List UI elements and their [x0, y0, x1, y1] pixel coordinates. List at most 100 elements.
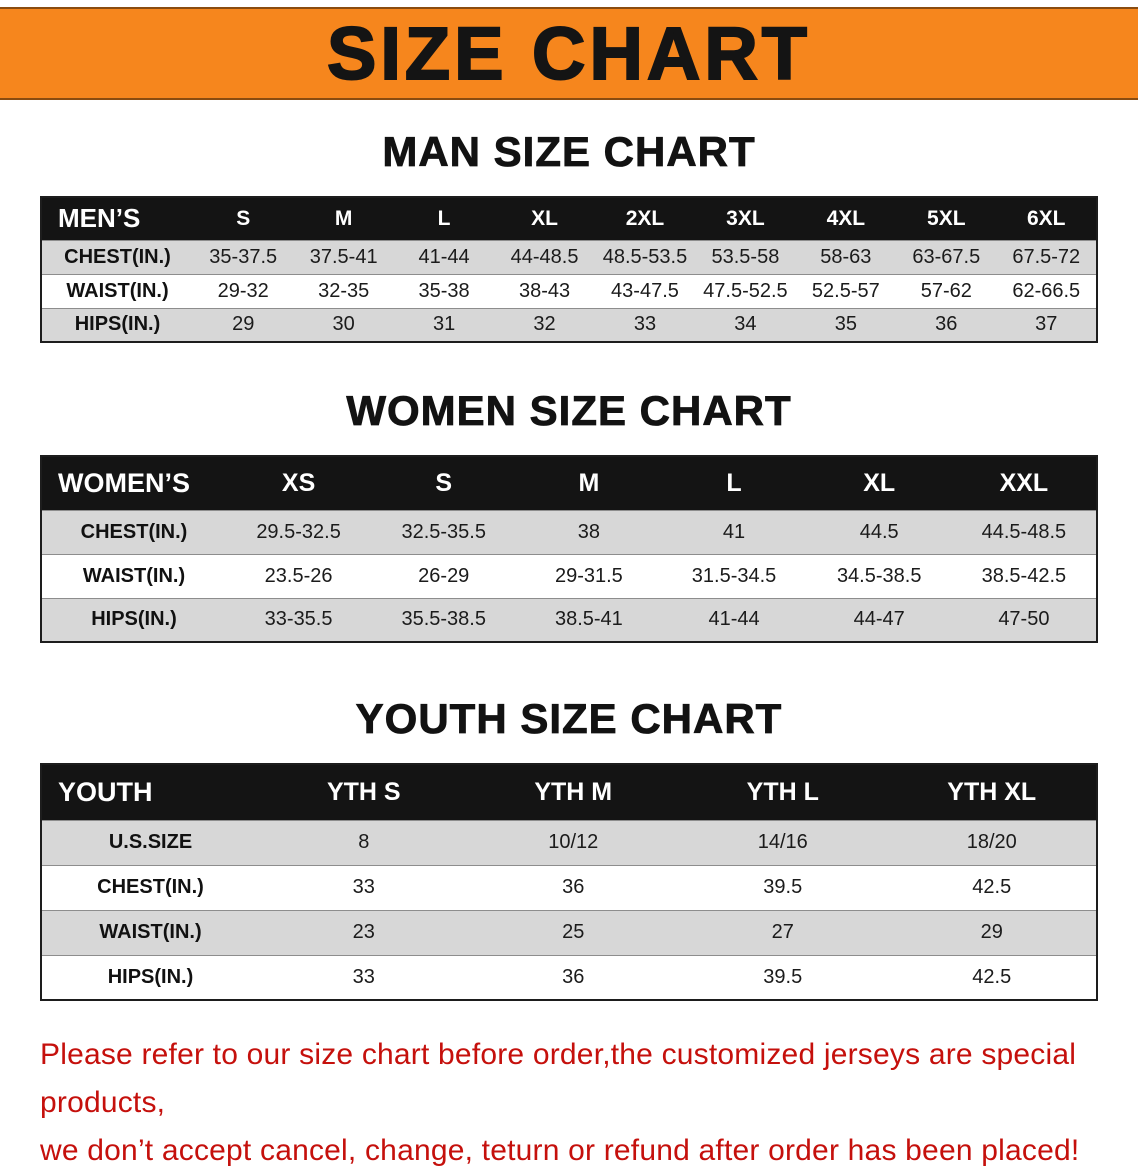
youth-size-table: YOUTH YTH S YTH M YTH L YTH XL U.S.SIZE … — [40, 763, 1098, 1001]
size-chart-page: SIZE CHART MAN SIZE CHART MEN’S S M L XL… — [0, 7, 1138, 1167]
table-row: CHEST(IN.) 29.5-32.5 32.5-35.5 38 41 44.… — [41, 510, 1097, 554]
table-row: HIPS(IN.) 33-35.5 35.5-38.5 38.5-41 41-4… — [41, 598, 1097, 642]
size-column-header: 6XL — [996, 197, 1097, 240]
size-column-header: 4XL — [795, 197, 897, 240]
size-column-header: L — [661, 456, 807, 510]
youth-section-title: YOUTH SIZE CHART — [355, 695, 783, 743]
size-column-header: XL — [806, 456, 952, 510]
size-column-header: XL — [494, 197, 595, 240]
disclaimer-line-1: Please refer to our size chart before or… — [40, 1038, 1077, 1119]
row-label: HIPS(IN.) — [107, 965, 194, 988]
row-label: WAIST(IN.) — [82, 564, 186, 587]
table-row: WAIST(IN.) 29-32 32-35 35-38 38-43 43-47… — [41, 274, 1097, 308]
row-label: CHEST(IN.) — [80, 520, 188, 543]
size-cell: 53.5-58 — [711, 245, 780, 268]
size-cell: 36 — [562, 876, 585, 898]
size-cell: 29.5-32.5 — [256, 520, 341, 543]
row-label: CHEST(IN.) — [97, 876, 204, 898]
row-label: U.S.SIZE — [108, 831, 193, 853]
size-column-header: 5XL — [896, 197, 997, 240]
size-cell: 35-37.5 — [209, 245, 278, 268]
size-cell: 41-44 — [708, 608, 760, 631]
size-cell: 35 — [834, 313, 857, 336]
size-cell: 25 — [562, 921, 585, 943]
size-column-header: YTH XL — [887, 764, 1097, 820]
youth-header-row: YOUTH YTH S YTH M YTH L YTH XL — [41, 764, 1097, 820]
size-cell: 35-38 — [418, 279, 470, 302]
size-cell: 67.5-72 — [1012, 245, 1081, 268]
size-cell: 52.5-57 — [811, 279, 880, 302]
row-label: HIPS(IN.) — [91, 608, 177, 631]
size-cell: 32-35 — [318, 279, 370, 302]
size-cell: 39.5 — [763, 876, 803, 898]
size-cell: 63-67.5 — [912, 245, 981, 268]
size-cell: 41 — [722, 520, 746, 543]
size-column-header: M — [516, 456, 662, 510]
size-column-header: 2XL — [594, 197, 696, 240]
size-cell: 27 — [771, 921, 794, 943]
table-row: HIPS(IN.) 33 36 39.5 42.5 — [41, 955, 1097, 1000]
size-cell: 33 — [352, 965, 375, 988]
size-cell: 23.5-26 — [264, 564, 333, 587]
size-cell: 58-63 — [820, 245, 872, 268]
size-cell: 62-66.5 — [1012, 279, 1081, 302]
size-cell: 44-47 — [853, 608, 905, 631]
row-label: WAIST(IN.) — [99, 921, 202, 943]
size-column-header: L — [393, 197, 495, 240]
size-column-header: YTH S — [259, 764, 469, 820]
size-column-header: S — [193, 197, 294, 240]
size-cell: 38-43 — [518, 279, 571, 302]
size-cell: 31.5-34.5 — [691, 564, 777, 587]
banner: SIZE CHART — [0, 7, 1138, 100]
size-column-header: M — [293, 197, 394, 240]
size-cell: 44-48.5 — [510, 245, 579, 268]
size-column-header: 3XL — [695, 197, 796, 240]
women-table-title: WOMEN’S — [41, 456, 226, 510]
size-cell: 34.5-38.5 — [836, 564, 922, 587]
size-cell: 32 — [533, 313, 556, 336]
size-column-header: YTH L — [678, 764, 888, 820]
size-cell: 41-44 — [418, 245, 470, 268]
size-cell: 37.5-41 — [309, 245, 378, 268]
women-size-table: WOMEN’S XS S M L XL XXL CHEST(IN.) 29.5-… — [40, 455, 1098, 643]
size-cell: 48.5-53.5 — [602, 245, 688, 268]
size-cell: 47.5-52.5 — [703, 279, 788, 302]
size-cell: 36 — [935, 313, 958, 336]
size-cell: 29-31.5 — [554, 564, 623, 587]
size-cell: 38.5-42.5 — [981, 564, 1067, 587]
size-cell: 33 — [352, 876, 375, 898]
size-column-header: XS — [226, 456, 372, 510]
size-cell: 33 — [633, 313, 657, 336]
size-column-header: XXL — [951, 456, 1097, 510]
row-label: CHEST(IN.) — [64, 245, 171, 268]
size-cell: 39.5 — [763, 965, 803, 988]
size-cell: 42.5 — [972, 876, 1012, 898]
size-cell: 8 — [358, 831, 370, 853]
size-cell: 47-50 — [998, 608, 1050, 631]
table-row: U.S.SIZE 8 10/12 14/16 18/20 — [41, 820, 1097, 865]
size-cell: 38.5-41 — [554, 608, 623, 631]
size-cell: 42.5 — [972, 965, 1012, 988]
men-section-title: MAN SIZE CHART — [382, 128, 756, 176]
size-cell: 43-47.5 — [611, 279, 679, 302]
table-row: HIPS(IN.) 29 30 31 32 33 34 35 36 37 — [41, 308, 1097, 342]
women-header-row: WOMEN’S XS S M L XL XXL — [41, 456, 1097, 510]
size-cell: 29 — [980, 921, 1003, 943]
women-section-title: WOMEN SIZE CHART — [346, 387, 792, 435]
men-header-row: MEN’S S M L XL 2XL 3XL 4XL 5XL 6XL — [41, 197, 1097, 240]
size-cell: 23 — [352, 921, 375, 943]
size-column-header: YTH M — [468, 764, 678, 820]
page-title: SIZE CHART — [326, 11, 811, 95]
size-cell: 36 — [562, 965, 585, 988]
table-row: CHEST(IN.) 33 36 39.5 42.5 — [41, 865, 1097, 910]
size-cell: 33-35.5 — [264, 608, 333, 631]
table-row: WAIST(IN.) 23 25 27 29 — [41, 910, 1097, 955]
size-cell: 44.5 — [859, 520, 899, 543]
size-cell: 29-32 — [217, 279, 269, 302]
table-row: WAIST(IN.) 23.5-26 26-29 29-31.5 31.5-34… — [41, 554, 1097, 598]
size-cell: 37 — [1035, 313, 1058, 336]
size-column-header: S — [371, 456, 517, 510]
size-cell: 35.5-38.5 — [401, 608, 486, 631]
size-cell: 30 — [332, 313, 355, 336]
men-size-table: MEN’S S M L XL 2XL 3XL 4XL 5XL 6XL CHEST… — [40, 196, 1098, 343]
